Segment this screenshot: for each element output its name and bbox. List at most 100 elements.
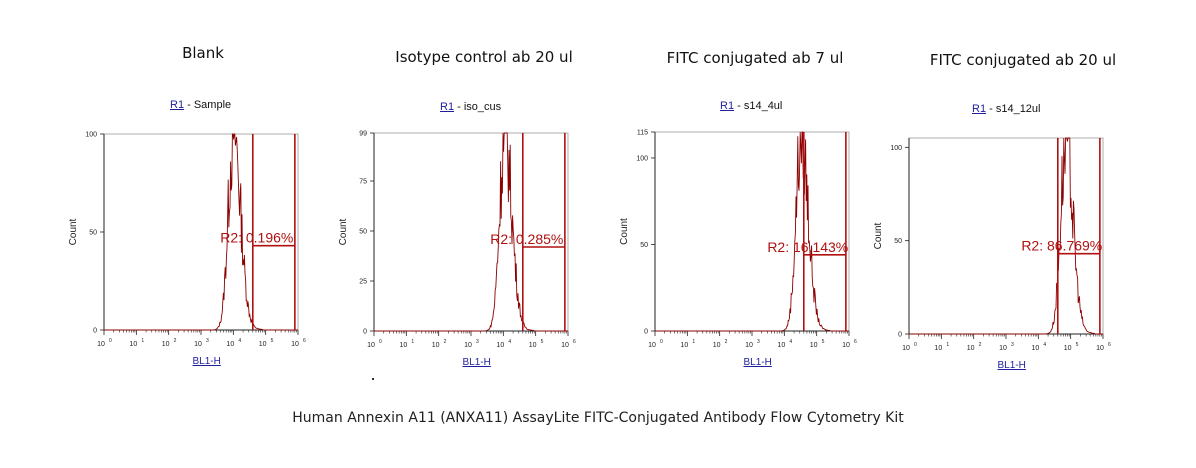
- x-tick-exponent: 6: [573, 339, 576, 345]
- y-tick-label: 100: [85, 132, 97, 139]
- x-tick-label: 10: [1031, 345, 1039, 352]
- x-tick-label: 10: [496, 342, 504, 349]
- x-tick-exponent: 1: [411, 339, 414, 345]
- x-tick-exponent: 1: [141, 338, 144, 344]
- figure-caption: Human Annexin A11 (ANXA11) AssayLite FIT…: [292, 410, 904, 426]
- y-axis-label: Count: [338, 218, 349, 245]
- sample-name: - s14_12ul: [986, 103, 1041, 115]
- region-label-fitc-7ul: R1 - s14_4ul: [720, 100, 782, 112]
- x-tick-exponent: 3: [206, 338, 209, 344]
- x-tick-label: 10: [259, 341, 267, 348]
- y-axis-label: Count: [68, 218, 79, 245]
- region-link[interactable]: R1: [720, 100, 735, 112]
- x-tick-exponent: 4: [789, 339, 792, 345]
- y-tick-label: 100: [890, 145, 902, 152]
- x-tick-exponent: 1: [946, 342, 949, 348]
- plot-area: 10 0 10 1 10 2 10 3 10 4 10 5 10 6025507599CountBL1-H…: [338, 131, 576, 369]
- x-tick-exponent: 2: [174, 338, 177, 344]
- x-axis-label: BL1-H: [463, 357, 491, 368]
- histogram-fitc-20ul: 10 0 10 1 10 2 10 3 10 4 10 5 10 6050100CountBL1-HR2:…: [873, 137, 1111, 371]
- panel-title-fitc-20ul: FITC conjugated ab 20 ul: [929, 51, 1117, 69]
- x-tick-exponent: 5: [271, 338, 274, 344]
- x-tick-label: 10: [97, 341, 105, 348]
- x-tick-exponent: 2: [444, 339, 447, 345]
- stray-dot: [372, 378, 374, 380]
- x-tick-exponent: 5: [822, 339, 825, 345]
- sample-name: - iso_cus: [454, 101, 502, 113]
- x-tick-label: 10: [561, 342, 569, 349]
- x-tick-label: 10: [967, 345, 975, 352]
- x-tick-label: 10: [162, 341, 170, 348]
- sample-name: - Sample: [184, 99, 232, 111]
- gate-label: R2: 16.143%: [767, 239, 848, 255]
- y-tick-label: 50: [359, 229, 367, 236]
- region-label-fitc-20ul: R1 - s14_12ul: [972, 103, 1041, 115]
- region-link[interactable]: R1: [440, 101, 455, 113]
- y-tick-label: 115: [637, 130, 648, 137]
- histogram-fitc-7ul: 10 0 10 1 10 2 10 3 10 4 10 5 10 6050100115CountBL1-H…: [619, 130, 857, 369]
- plot-area: 10 0 10 1 10 2 10 3 10 4 10 5 10 6050100CountBL1-HR2:…: [68, 132, 306, 368]
- x-tick-label: 10: [226, 341, 234, 348]
- plot-area: 10 0 10 1 10 2 10 3 10 4 10 5 10 6050100115CountBL1-H…: [619, 130, 857, 369]
- x-tick-exponent: 0: [109, 338, 112, 344]
- region-label-blank: R1 - Sample: [170, 99, 231, 111]
- x-tick-exponent: 6: [1108, 342, 1111, 348]
- x-tick-exponent: 6: [854, 339, 857, 345]
- x-axis-label: BL1-H: [193, 356, 221, 367]
- x-tick-exponent: 4: [238, 338, 241, 344]
- x-tick-label: 10: [999, 345, 1007, 352]
- x-tick-label: 10: [367, 342, 375, 349]
- x-tick-exponent: 0: [379, 339, 382, 345]
- x-tick-label: 10: [1064, 345, 1072, 352]
- y-axis-label: Count: [619, 218, 630, 245]
- y-tick-label: 25: [359, 279, 367, 286]
- y-tick-label: 50: [894, 238, 902, 245]
- sample-name: - s14_4ul: [734, 100, 783, 112]
- x-tick-exponent: 3: [1011, 342, 1014, 348]
- x-tick-exponent: 0: [914, 342, 917, 348]
- region-link[interactable]: R1: [972, 103, 987, 115]
- histogram-trace: [104, 133, 298, 331]
- x-tick-exponent: 3: [476, 339, 479, 345]
- region-label-isotype: R1 - iso_cus: [440, 101, 501, 113]
- y-tick-label: 75: [359, 179, 367, 186]
- x-tick-label: 10: [464, 342, 472, 349]
- y-axis-label: Count: [873, 222, 884, 249]
- x-tick-label: 10: [810, 342, 818, 349]
- x-tick-label: 10: [648, 342, 656, 349]
- gate-label: R2: 86.769%: [1021, 238, 1102, 254]
- x-tick-exponent: 3: [757, 339, 760, 345]
- y-tick-label: 99: [359, 131, 367, 138]
- x-tick-exponent: 4: [508, 339, 511, 345]
- x-tick-exponent: 6: [303, 338, 306, 344]
- x-tick-label: 10: [713, 342, 721, 349]
- histogram-isotype: 10 0 10 1 10 2 10 3 10 4 10 5 10 6025507599CountBL1-H…: [338, 131, 576, 369]
- y-tick-label: 0: [898, 332, 902, 339]
- x-tick-exponent: 2: [979, 342, 982, 348]
- y-tick-label: 100: [636, 155, 648, 162]
- x-tick-exponent: 5: [541, 339, 544, 345]
- y-tick-label: 50: [89, 230, 97, 237]
- panel-title-blank: Blank: [182, 44, 224, 62]
- x-tick-label: 10: [432, 342, 440, 349]
- x-tick-label: 10: [1096, 345, 1104, 352]
- y-tick-label: 0: [644, 329, 648, 336]
- x-tick-label: 10: [194, 341, 202, 348]
- x-tick-label: 10: [745, 342, 753, 349]
- x-tick-exponent: 5: [1076, 342, 1079, 348]
- y-tick-label: 0: [363, 329, 367, 336]
- x-tick-label: 10: [842, 342, 850, 349]
- x-tick-label: 10: [680, 342, 688, 349]
- x-tick-label: 10: [777, 342, 785, 349]
- gate-label: R2: 0.285%: [490, 231, 563, 247]
- x-tick-label: 10: [291, 341, 299, 348]
- plot-frame: [654, 131, 850, 332]
- x-tick-label: 10: [529, 342, 537, 349]
- histogram-blank: 10 0 10 1 10 2 10 3 10 4 10 5 10 6050100CountBL1-HR2:…: [68, 132, 306, 368]
- region-link[interactable]: R1: [170, 99, 185, 111]
- y-tick-label: 50: [640, 242, 648, 249]
- x-tick-label: 10: [129, 341, 137, 348]
- x-tick-label: 10: [902, 345, 910, 352]
- x-tick-label: 10: [934, 345, 942, 352]
- y-tick-label: 0: [93, 328, 97, 335]
